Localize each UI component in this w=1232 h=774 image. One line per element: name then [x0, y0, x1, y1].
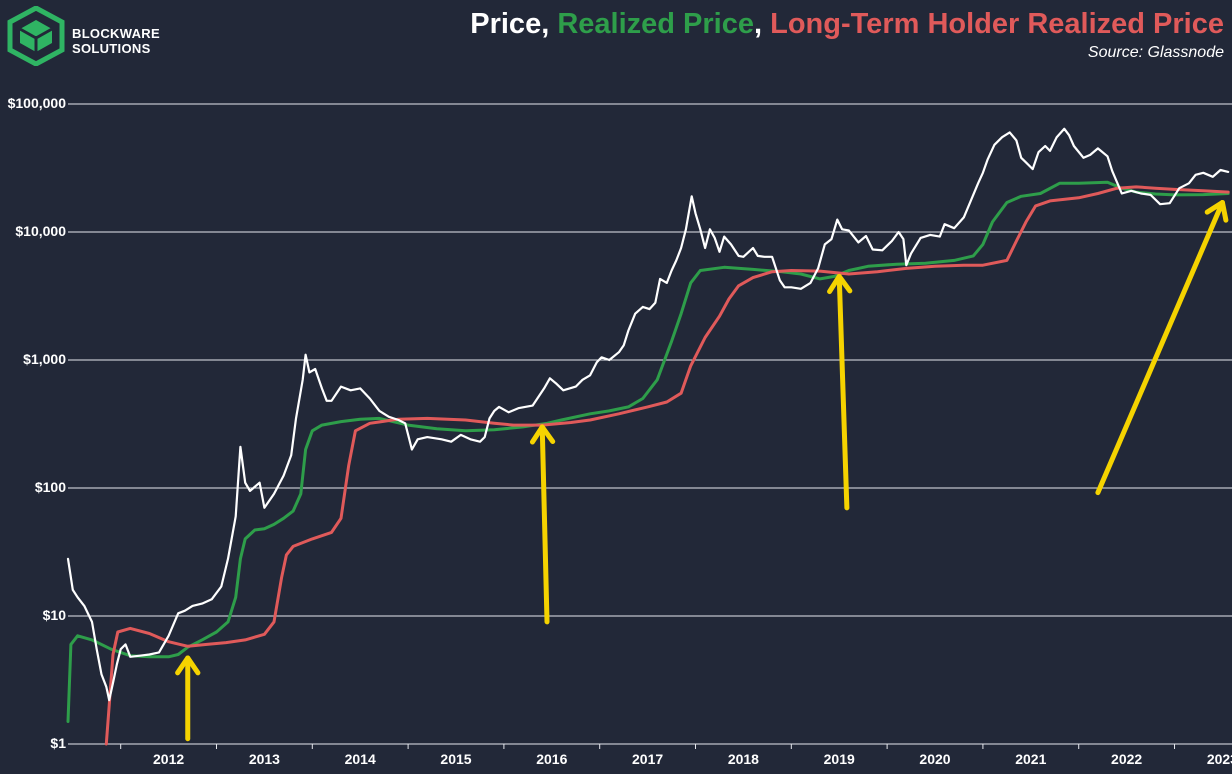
x-tick-label: 2016: [536, 751, 568, 767]
x-tick-label: 2017: [632, 751, 664, 767]
x-tick-label: 2023: [1206, 751, 1232, 767]
y-tick-label: $100: [34, 479, 66, 495]
y-tick-label: $1,000: [23, 351, 66, 367]
arrow-head-1: [175, 655, 201, 676]
blockware-cube-icon: [7, 5, 65, 67]
x-tick-label: 2012: [153, 751, 185, 767]
series-line-realized-price: [66, 180, 1230, 723]
x-tick-label: 2022: [1111, 751, 1143, 767]
x-tick-label: 2021: [1015, 751, 1047, 767]
title-part-realized-price: Realized Price: [557, 8, 754, 40]
series-line-price: [66, 127, 1230, 702]
y-tick-label: $10,000: [15, 223, 66, 239]
x-tick-label: 2015: [440, 751, 472, 767]
y-tick-label: $1: [50, 735, 66, 751]
arrow-head-2: [529, 424, 556, 445]
blockware-logo: BLOCKWARE SOLUTIONS: [6, 5, 160, 67]
chart-source: Source: Glassnode: [1087, 44, 1224, 61]
title-separator-2: ,: [753, 8, 771, 40]
x-tick-label: 2018: [727, 751, 759, 767]
title-part-lth-realized-price: Long-Term Holder Realized Price: [770, 8, 1224, 40]
series-line-long-term-holder-realized-price: [104, 185, 1230, 746]
x-tick-label: 2020: [919, 751, 951, 767]
chart-title: Price, Realized Price, Long-Term Holder …: [470, 8, 1224, 41]
title-part-price: Price: [470, 8, 542, 40]
arrow-head-3: [827, 273, 853, 295]
x-tick-label: 2014: [344, 751, 376, 767]
arrow-head-4: [1204, 200, 1229, 223]
logo-line-1: BLOCKWARE: [72, 26, 160, 41]
arrow-shaft-2: [539, 424, 550, 625]
arrow-shaft-3: [836, 273, 850, 511]
title-separator-1: ,: [541, 8, 558, 40]
y-tick-label: $100,000: [7, 95, 66, 111]
arrow-shaft-4: [1095, 200, 1225, 496]
logo-line-2: SOLUTIONS: [72, 41, 151, 56]
x-tick-label: 2013: [248, 751, 280, 767]
y-tick-label: $10: [42, 607, 66, 623]
x-tick-label: 2019: [823, 751, 855, 767]
logo-wordmark: BLOCKWARE SOLUTIONS: [72, 26, 160, 56]
